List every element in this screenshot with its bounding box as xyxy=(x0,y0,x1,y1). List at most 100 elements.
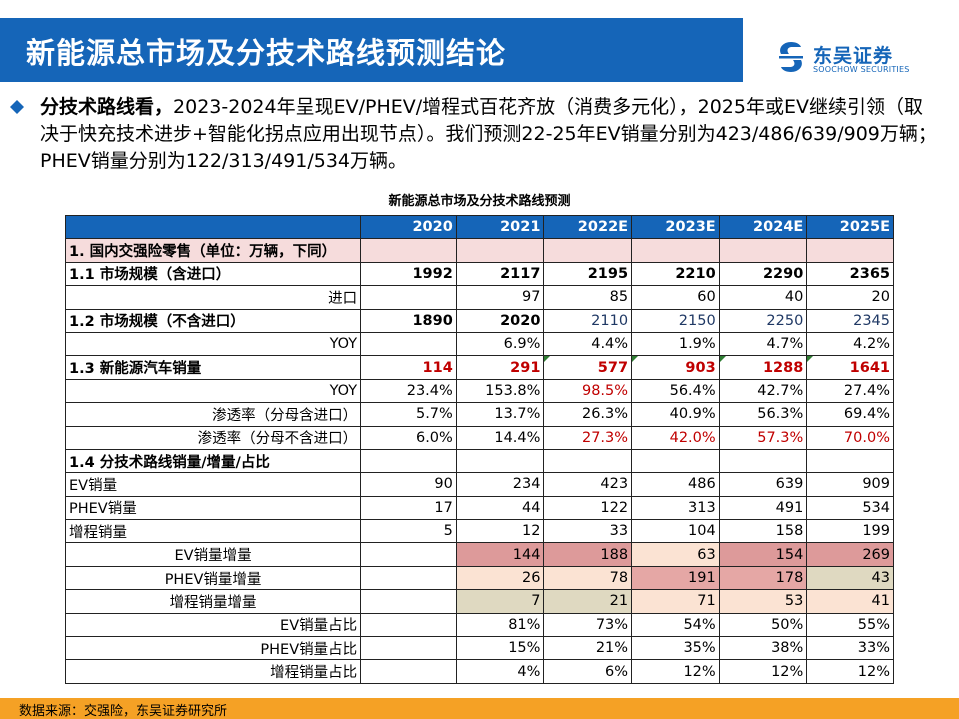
cell: 4.7% xyxy=(718,331,808,357)
cell: 81% xyxy=(455,612,545,638)
row-label: 渗透率（分母含进口） xyxy=(64,402,362,427)
table-row: EV销量 90 234 423 486 639 909 xyxy=(64,472,894,497)
cell: 70.0% xyxy=(806,425,894,450)
cell: 1992 xyxy=(360,261,457,287)
cell: 5.7% xyxy=(360,402,457,427)
table-row: 增程销量占比 4% 6% 12% 12% 12% xyxy=(64,659,894,684)
section-label: 1. 国内交强险零售（单位：万辆，下同） xyxy=(64,238,362,263)
cell: 2195 xyxy=(543,261,633,287)
cell: 639 xyxy=(718,472,808,497)
cell: 144 xyxy=(455,542,545,567)
cell: 1288 xyxy=(718,355,808,380)
cell: 50% xyxy=(718,612,808,638)
cell: 33 xyxy=(543,519,633,544)
cell: 12% xyxy=(718,659,808,684)
table-row: 1.1 市场规模（含进口） 1992 2117 2195 2210 2290 2… xyxy=(64,261,894,287)
cell: 54% xyxy=(631,612,720,638)
column-header: 2020 xyxy=(360,214,457,240)
table-title: 新能源总市场及分技术路线预测 xyxy=(388,194,571,209)
cell: 42.7% xyxy=(718,378,808,404)
row-label: EV销量 xyxy=(64,472,362,497)
cell: 40 xyxy=(718,285,808,310)
summary-text: 2023-2024年呈现EV/PHEV/增程式百花齐放（消费多元化），2025年… xyxy=(40,96,937,172)
cell: 20 xyxy=(806,285,894,310)
cell: 40.9% xyxy=(631,402,720,427)
row-label: 1.2 市场规模（不含进口） xyxy=(64,308,362,333)
cell xyxy=(360,612,457,638)
cell: 43 xyxy=(806,565,894,591)
cell: 577 xyxy=(543,355,633,380)
cell: 98.5% xyxy=(543,378,633,404)
cell: 69.4% xyxy=(806,402,894,427)
table-row: 渗透率（分母不含进口） 6.0% 14.4% 27.3% 42.0% 57.3%… xyxy=(64,425,894,450)
cell: 17 xyxy=(360,495,457,521)
row-label: 1.3 新能源汽车销量 xyxy=(64,355,362,380)
cell: 97 xyxy=(455,285,545,310)
cell: 27.4% xyxy=(806,378,894,404)
row-label: 增程销量占比 xyxy=(64,659,362,684)
table-row: PHEV销量增量 26 78 191 178 43 xyxy=(64,565,894,591)
table-header-row: 2020 2021 2022E 2023E 2024E 2025E xyxy=(64,214,894,240)
cell: 26.3% xyxy=(543,402,633,427)
company-logo: 东吴证券 SOOCHOW SECURITIES xyxy=(775,40,925,78)
cell: 291 xyxy=(455,355,545,380)
cell: 486 xyxy=(631,472,720,497)
cell: 269 xyxy=(806,542,894,567)
table-row: 进口 97 85 60 40 20 xyxy=(64,285,894,310)
table-row: 增程销量增量 7 21 71 53 41 xyxy=(64,589,894,614)
cell: 423 xyxy=(543,472,633,497)
cell xyxy=(360,331,457,357)
table-row: 增程销量 5 12 33 104 158 199 xyxy=(64,519,894,544)
cell xyxy=(360,636,457,661)
header-blank xyxy=(64,214,362,240)
row-label: PHEV销量增量 xyxy=(64,565,362,591)
cell: 5 xyxy=(360,519,457,544)
cell: 23.4% xyxy=(360,378,457,404)
cell: 56.3% xyxy=(718,402,808,427)
cell: 313 xyxy=(631,495,720,521)
cell: 42.0% xyxy=(631,425,720,450)
cell: 2365 xyxy=(806,261,894,287)
table-row: PHEV销量占比 15% 21% 35% 38% 33% xyxy=(64,636,894,661)
table-row: YOY 23.4% 153.8% 98.5% 56.4% 42.7% 27.4% xyxy=(64,378,894,404)
page-title: 新能源总市场及分技术路线预测结论 xyxy=(26,36,507,70)
cell: 2020 xyxy=(455,308,545,333)
cell: 21% xyxy=(543,636,633,661)
row-label: YOY xyxy=(64,378,362,404)
cell: 90 xyxy=(360,472,457,497)
cell: 33% xyxy=(806,636,894,661)
cell: 154 xyxy=(718,542,808,567)
cell: 73% xyxy=(543,612,633,638)
column-header: 2022E xyxy=(543,214,633,240)
cell: 534 xyxy=(806,495,894,521)
cell: 6.9% xyxy=(455,331,545,357)
row-label: 渗透率（分母不含进口） xyxy=(64,425,362,450)
cell: 1.9% xyxy=(631,331,720,357)
cell: 199 xyxy=(806,519,894,544)
cell: 909 xyxy=(806,472,894,497)
footer-bar: 数据来源：交强险，东吴证券研究所 xyxy=(0,698,959,719)
cell: 6.0% xyxy=(360,425,457,450)
cell: 114 xyxy=(360,355,457,380)
cell xyxy=(360,565,457,591)
table-row: 1.2 市场规模（不含进口） 1890 2020 2110 2150 2250 … xyxy=(64,308,894,333)
cell: 2110 xyxy=(543,308,633,333)
table-row: EV销量增量 144 188 63 154 269 xyxy=(64,542,894,567)
logo-mark-icon xyxy=(779,42,803,72)
column-header: 2025E xyxy=(806,214,894,240)
cell: 53 xyxy=(718,589,808,614)
row-label: 进口 xyxy=(64,285,362,310)
table-row: 1.3 新能源汽车销量 114 291 577 903 1288 1641 xyxy=(64,355,894,380)
cell: 57.3% xyxy=(718,425,808,450)
row-label: YOY xyxy=(64,331,362,357)
cell: 191 xyxy=(631,565,720,591)
table-row: YOY 6.9% 4.4% 1.9% 4.7% 4.2% xyxy=(64,331,894,357)
cell: 153.8% xyxy=(455,378,545,404)
cell: 2345 xyxy=(806,308,894,333)
section-row-retail: 1. 国内交强险零售（单位：万辆，下同） xyxy=(64,238,894,263)
cell: 12% xyxy=(631,659,720,684)
row-label: 增程销量增量 xyxy=(64,589,362,614)
diamond-bullet-icon xyxy=(10,100,24,114)
cell: 71 xyxy=(631,589,720,614)
column-header: 2024E xyxy=(718,214,808,240)
